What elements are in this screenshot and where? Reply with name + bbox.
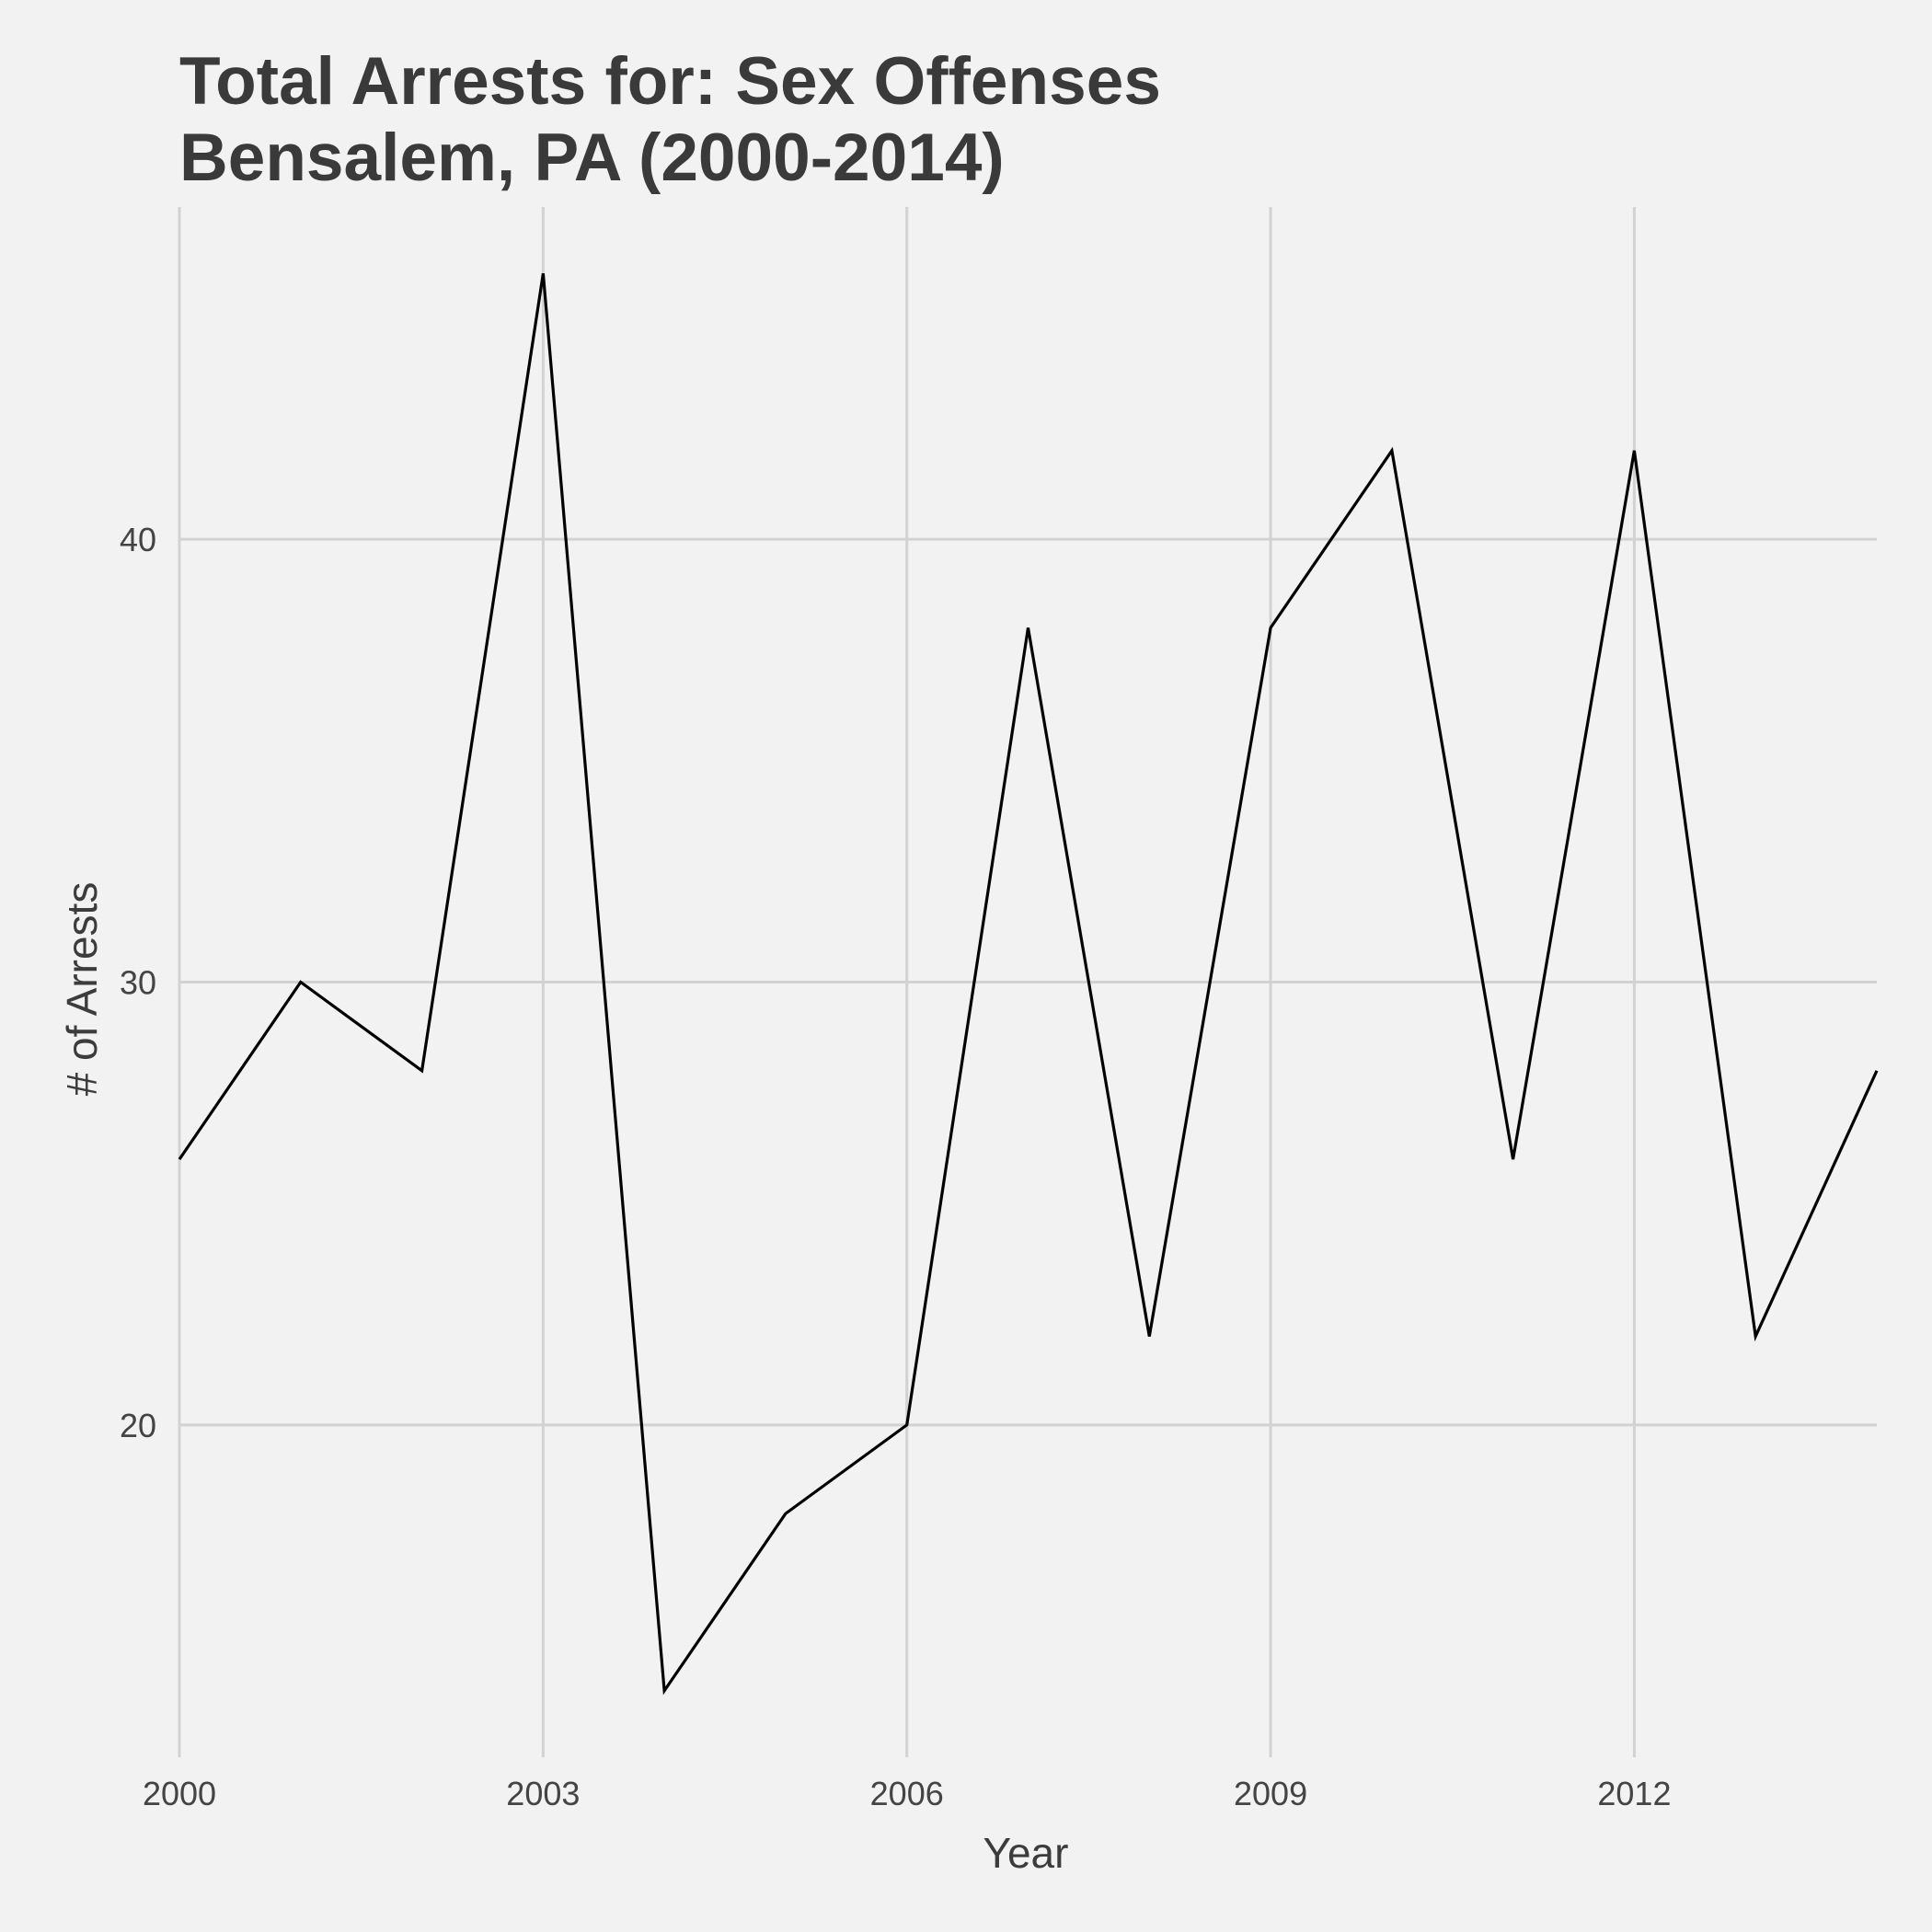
y-tick-label: 40 bbox=[120, 521, 156, 558]
series-layer bbox=[178, 272, 1879, 1696]
x-axis-title: Year bbox=[983, 1829, 1069, 1877]
x-tick-label: 2006 bbox=[870, 1775, 944, 1812]
tick-labels: 2000 2003 2006 2009 2012 20 30 40 bbox=[120, 521, 1672, 1812]
x-tick-label: 2000 bbox=[143, 1775, 216, 1812]
y-axis-title: # of Arrests bbox=[58, 882, 106, 1097]
chart-title: Total Arrests for: Sex Offenses bbox=[179, 44, 1161, 119]
y-tick-label: 30 bbox=[120, 964, 156, 1002]
y-tick-label: 20 bbox=[120, 1407, 156, 1444]
grid bbox=[178, 207, 1877, 1757]
x-tick-label: 2009 bbox=[1234, 1775, 1307, 1812]
series-line bbox=[178, 272, 1879, 1696]
x-tick-label: 2012 bbox=[1597, 1775, 1671, 1812]
chart-subtitle: Bensalem, PA (2000-2014) bbox=[179, 121, 1005, 195]
x-tick-label: 2003 bbox=[506, 1775, 580, 1812]
